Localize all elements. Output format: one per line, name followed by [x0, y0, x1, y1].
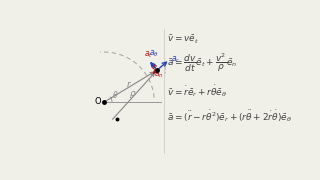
Text: $a_n$: $a_n$	[154, 70, 163, 80]
Text: $\bar{v} = \dot{r}\bar{e}_r + r\dot{\theta}\bar{e}_{\theta}$: $\bar{v} = \dot{r}\bar{e}_r + r\dot{\the…	[167, 83, 227, 99]
Text: O: O	[94, 97, 101, 106]
Text: $\theta$: $\theta$	[112, 89, 118, 100]
Text: $r$: $r$	[126, 79, 132, 89]
Text: $a_t$: $a_t$	[144, 49, 153, 60]
Text: $\bar{v} = v\bar{e}_t$: $\bar{v} = v\bar{e}_t$	[167, 33, 199, 46]
Text: $a_\theta$: $a_\theta$	[149, 48, 159, 59]
Text: $\bar{a} = (\ddot{r} - r\dot{\theta}^2)\bar{e}_r + (r\ddot{\theta} + 2\dot{r}\do: $\bar{a} = (\ddot{r} - r\dot{\theta}^2)\…	[167, 108, 292, 124]
Text: $\bar{a} = \dfrac{dv}{dt}\bar{e}_t + \dfrac{v^2}{\rho}\bar{e}_n$: $\bar{a} = \dfrac{dv}{dt}\bar{e}_t + \df…	[167, 52, 237, 74]
Text: $a_r$: $a_r$	[171, 54, 180, 65]
Text: $\rho$: $\rho$	[129, 89, 136, 100]
